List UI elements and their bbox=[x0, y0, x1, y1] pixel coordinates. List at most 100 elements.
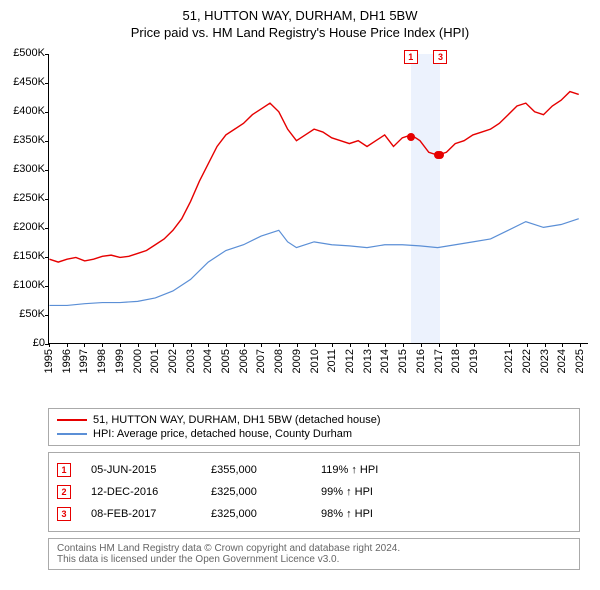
x-axis-label: 1995 bbox=[43, 349, 55, 373]
x-axis-label: 2008 bbox=[273, 349, 285, 373]
legend-label: HPI: Average price, detached house, Coun… bbox=[93, 428, 352, 440]
x-tick-mark bbox=[509, 343, 510, 347]
data-point-dot bbox=[436, 151, 444, 159]
x-axis-label: 2009 bbox=[291, 349, 303, 373]
y-axis-label: £250K bbox=[13, 192, 49, 204]
transaction-date: 12-DEC-2016 bbox=[91, 486, 191, 498]
x-tick-mark bbox=[173, 343, 174, 347]
x-tick-mark bbox=[368, 343, 369, 347]
y-tick-mark bbox=[45, 170, 49, 171]
x-axis-label: 2001 bbox=[149, 349, 161, 373]
series-line-price bbox=[49, 92, 578, 263]
y-tick-mark bbox=[45, 141, 49, 142]
y-tick-mark bbox=[45, 83, 49, 84]
x-tick-mark bbox=[191, 343, 192, 347]
x-tick-mark bbox=[421, 343, 422, 347]
footer-line: Contains HM Land Registry data © Crown c… bbox=[57, 543, 571, 554]
x-axis-label: 2022 bbox=[521, 349, 533, 373]
footer-attribution: Contains HM Land Registry data © Crown c… bbox=[48, 538, 580, 570]
title-block: 51, HUTTON WAY, DURHAM, DH1 5BW Price pa… bbox=[0, 0, 600, 44]
x-tick-mark bbox=[297, 343, 298, 347]
footer-line: This data is licensed under the Open Gov… bbox=[57, 554, 571, 565]
x-axis-label: 2010 bbox=[309, 349, 321, 373]
transaction-marker: 3 bbox=[57, 507, 71, 521]
chart-subtitle: Price paid vs. HM Land Registry's House … bbox=[0, 25, 600, 40]
x-axis-label: 2000 bbox=[132, 349, 144, 373]
transaction-marker: 1 bbox=[57, 463, 71, 477]
x-tick-mark bbox=[49, 343, 50, 347]
transaction-row: 2 12-DEC-2016 £325,000 99% ↑ HPI bbox=[57, 481, 571, 503]
x-tick-mark bbox=[138, 343, 139, 347]
x-tick-mark bbox=[439, 343, 440, 347]
x-tick-mark bbox=[385, 343, 386, 347]
y-tick-mark bbox=[45, 199, 49, 200]
x-axis-label: 2016 bbox=[415, 349, 427, 373]
x-axis-label: 2002 bbox=[167, 349, 179, 373]
legend-item: HPI: Average price, detached house, Coun… bbox=[57, 427, 571, 441]
chart-area: £0£50K£100K£150K£200K£250K£300K£350K£400… bbox=[0, 44, 600, 404]
x-tick-mark bbox=[226, 343, 227, 347]
legend-swatch bbox=[57, 419, 87, 421]
x-tick-mark bbox=[456, 343, 457, 347]
transaction-pct: 99% ↑ HPI bbox=[321, 486, 431, 498]
x-axis-label: 2007 bbox=[255, 349, 267, 373]
x-axis-label: 2011 bbox=[326, 349, 338, 373]
x-axis-label: 2021 bbox=[503, 349, 515, 373]
chart-container: 51, HUTTON WAY, DURHAM, DH1 5BW Price pa… bbox=[0, 0, 600, 570]
y-tick-mark bbox=[45, 54, 49, 55]
x-axis-label: 1998 bbox=[96, 349, 108, 373]
x-tick-mark bbox=[332, 343, 333, 347]
x-tick-mark bbox=[244, 343, 245, 347]
chart-marker-box: 1 bbox=[404, 50, 418, 64]
legend-swatch bbox=[57, 433, 87, 435]
x-axis-label: 2019 bbox=[468, 349, 480, 373]
transaction-price: £355,000 bbox=[211, 464, 301, 476]
x-tick-mark bbox=[545, 343, 546, 347]
transaction-pct: 119% ↑ HPI bbox=[321, 464, 431, 476]
y-tick-mark bbox=[45, 315, 49, 316]
transaction-row: 308-FEB-2017£325,00098% ↑ HPI bbox=[57, 503, 571, 525]
x-tick-mark bbox=[315, 343, 316, 347]
chart-title: 51, HUTTON WAY, DURHAM, DH1 5BW bbox=[0, 8, 600, 23]
x-tick-mark bbox=[84, 343, 85, 347]
y-axis-label: £300K bbox=[13, 163, 49, 175]
y-axis-label: £350K bbox=[13, 134, 49, 146]
series-line-hpi bbox=[49, 219, 578, 306]
y-axis-label: £400K bbox=[13, 105, 49, 117]
y-tick-mark bbox=[45, 112, 49, 113]
x-tick-mark bbox=[350, 343, 351, 347]
x-tick-mark bbox=[580, 343, 581, 347]
transaction-date: 05-JUN-2015 bbox=[91, 464, 191, 476]
y-axis-label: £0 bbox=[33, 337, 49, 349]
chart-marker-box: 3 bbox=[433, 50, 447, 64]
x-axis-label: 2024 bbox=[556, 349, 568, 373]
y-axis-label: £450K bbox=[13, 76, 49, 88]
y-axis-label: £50K bbox=[19, 308, 49, 320]
y-axis-label: £500K bbox=[13, 47, 49, 59]
x-axis-label: 2017 bbox=[433, 349, 445, 373]
transaction-marker: 2 bbox=[57, 485, 71, 499]
x-tick-mark bbox=[155, 343, 156, 347]
transaction-row: 1 05-JUN-2015 £355,000 119% ↑ HPI bbox=[57, 459, 571, 481]
x-axis-label: 1996 bbox=[61, 349, 73, 373]
x-tick-mark bbox=[102, 343, 103, 347]
transaction-price: £325,000 bbox=[211, 486, 301, 498]
x-axis-label: 2004 bbox=[202, 349, 214, 373]
x-tick-mark bbox=[261, 343, 262, 347]
legend-item: 51, HUTTON WAY, DURHAM, DH1 5BW (detache… bbox=[57, 413, 571, 427]
plot-region: £0£50K£100K£150K£200K£250K£300K£350K£400… bbox=[48, 54, 588, 344]
x-tick-mark bbox=[279, 343, 280, 347]
x-axis-label: 2025 bbox=[574, 349, 586, 373]
y-tick-mark bbox=[45, 228, 49, 229]
x-tick-mark bbox=[474, 343, 475, 347]
y-tick-mark bbox=[45, 257, 49, 258]
x-tick-mark bbox=[562, 343, 563, 347]
transaction-pct: 98% ↑ HPI bbox=[321, 508, 431, 520]
x-axis-label: 1997 bbox=[78, 349, 90, 373]
x-axis-label: 2012 bbox=[344, 349, 356, 373]
legend: 51, HUTTON WAY, DURHAM, DH1 5BW (detache… bbox=[48, 408, 580, 446]
x-axis-label: 2015 bbox=[397, 349, 409, 373]
x-axis-label: 2006 bbox=[238, 349, 250, 373]
data-point-dot bbox=[407, 133, 415, 141]
x-axis-label: 2005 bbox=[220, 349, 232, 373]
